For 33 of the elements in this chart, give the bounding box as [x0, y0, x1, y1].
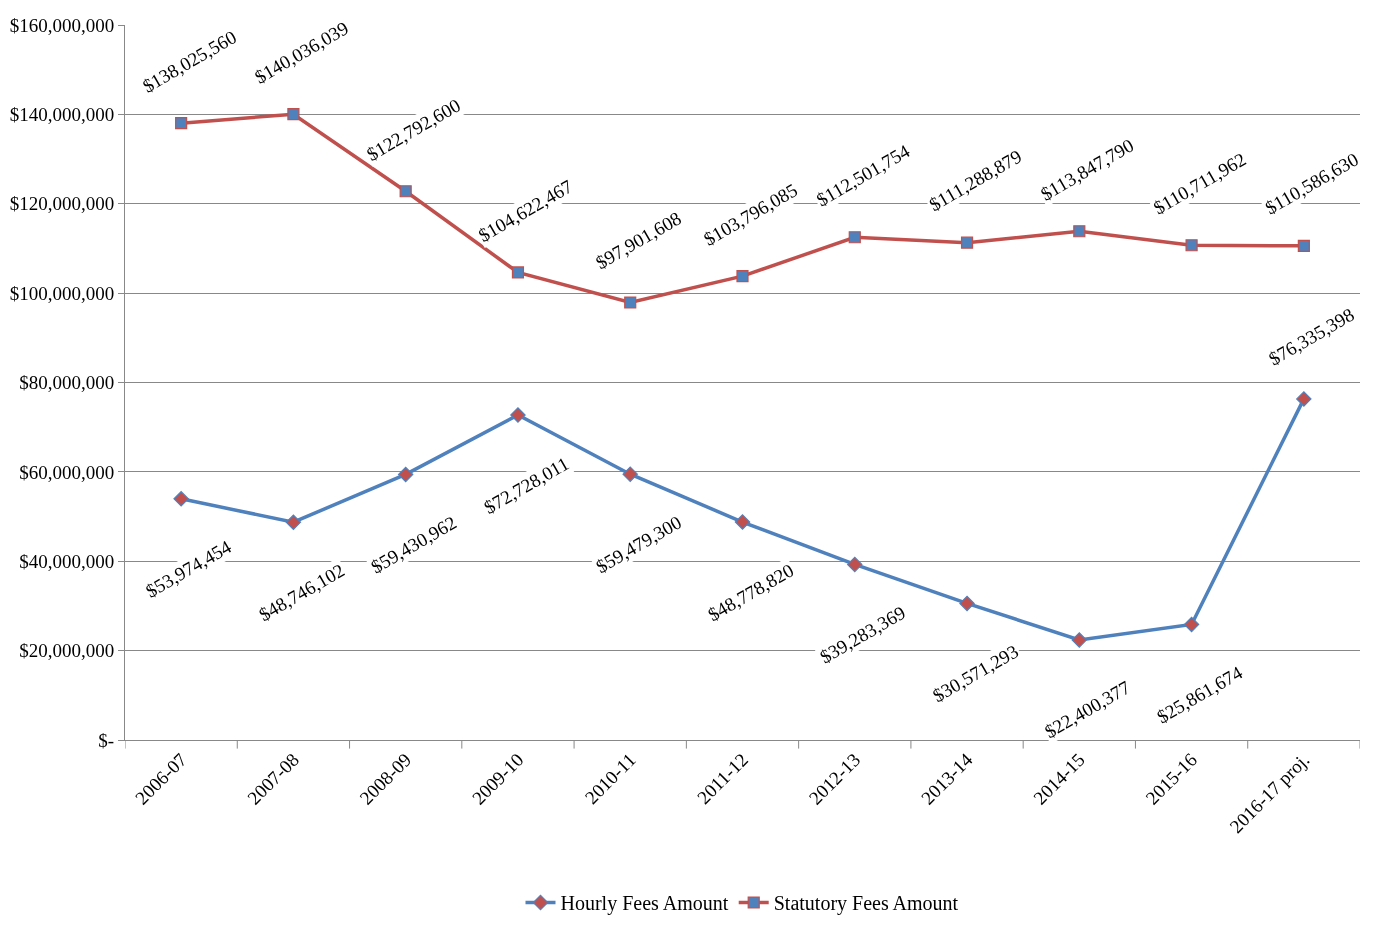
point [622, 466, 638, 482]
point [848, 231, 861, 244]
point [847, 556, 863, 573]
y-tick-label: $- [98, 729, 115, 751]
point [736, 270, 749, 283]
point [510, 407, 526, 423]
point [175, 117, 188, 130]
point [1296, 391, 1312, 407]
y-tick-label: $60,000,000 [19, 461, 115, 483]
point [285, 514, 302, 530]
point [1073, 225, 1086, 238]
point [399, 185, 412, 198]
point [511, 266, 525, 279]
point [287, 108, 300, 121]
y-tick-label: $80,000,000 [19, 372, 115, 394]
y-tick-label: $40,000,000 [19, 550, 115, 572]
point [1297, 239, 1310, 252]
point [734, 514, 751, 530]
point [959, 595, 975, 612]
y-tick-label: $160,000,000 [9, 14, 115, 36]
point [173, 491, 189, 507]
point [1185, 239, 1198, 252]
point [1071, 632, 1088, 648]
y-tick-label: $120,000,000 [9, 193, 115, 215]
point [960, 236, 974, 249]
legend-label: Hourly Fees Amount [560, 892, 729, 916]
point [397, 466, 414, 483]
point [624, 296, 637, 309]
y-tick-label: $20,000,000 [19, 640, 115, 662]
y-tick-label: $140,000,000 [9, 104, 115, 126]
point [1183, 616, 1200, 633]
y-tick-label: $100,000,000 [9, 282, 115, 304]
legend-label: Statutory Fees Amount [773, 892, 959, 916]
